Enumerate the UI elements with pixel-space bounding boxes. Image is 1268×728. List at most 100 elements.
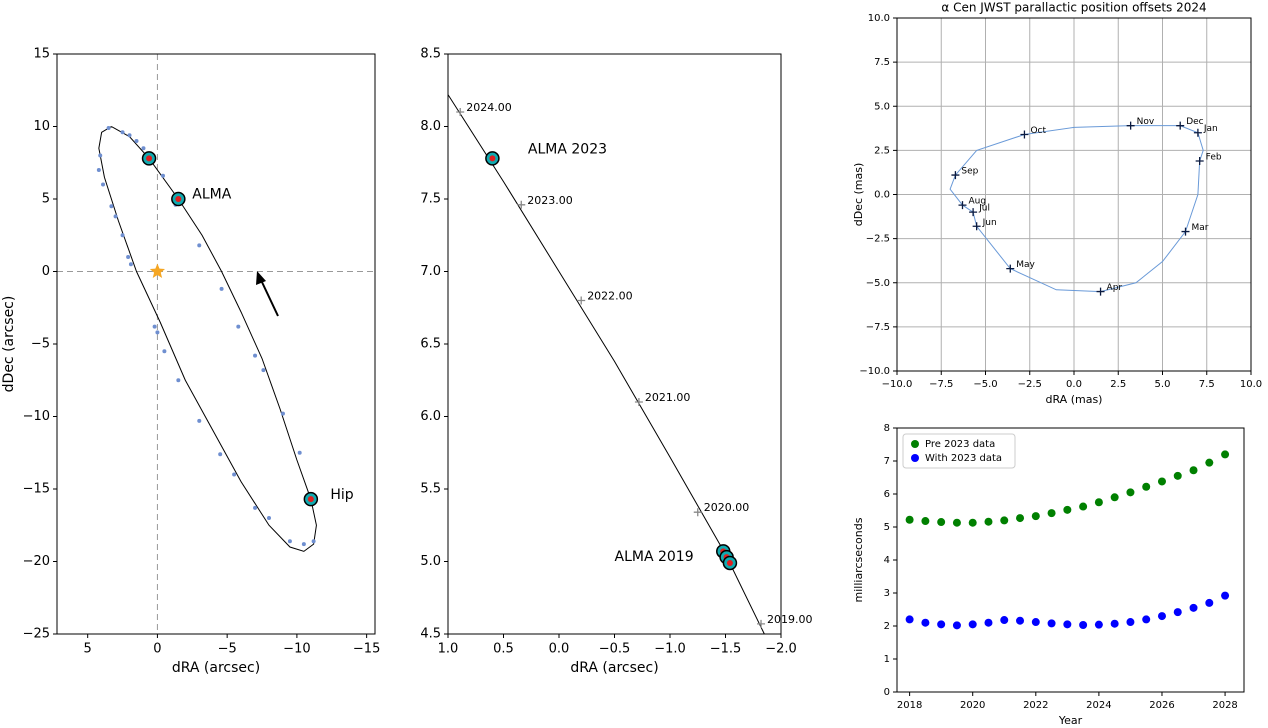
point	[984, 517, 993, 526]
point	[113, 214, 118, 219]
x-tick-label: 2022	[1023, 700, 1048, 711]
annotation: ALMA 2023	[528, 142, 607, 158]
plus-marker	[1020, 130, 1029, 139]
point	[1173, 471, 1182, 480]
legend-box	[902, 433, 1016, 469]
point-label: Mar	[1192, 223, 1209, 233]
point	[1063, 620, 1072, 629]
point	[197, 418, 202, 423]
ring-center	[146, 155, 153, 162]
y-tick-label: 7	[884, 456, 890, 467]
x-tick-label: −1.5	[710, 642, 742, 657]
x-tick-label: 0.5	[493, 642, 514, 657]
y-tick-label: −15	[23, 482, 50, 497]
y-tick-label: −20	[23, 554, 50, 569]
plus-marker	[456, 108, 465, 116]
point	[1142, 482, 1151, 491]
point	[1142, 615, 1151, 624]
axes-frame	[896, 17, 1252, 372]
point	[921, 517, 930, 526]
axes-frame	[896, 427, 1245, 693]
y-tick-label: 15	[33, 47, 50, 62]
legend-label: Pre 2023 data	[925, 439, 995, 450]
point	[1031, 512, 1040, 521]
point	[1016, 514, 1025, 523]
point	[109, 204, 114, 209]
point-label: Sep	[961, 167, 978, 177]
point	[921, 618, 930, 627]
x-tick-label: −1.0	[654, 642, 686, 657]
y-tick-label: −7.5	[866, 322, 890, 333]
y-axis-label: milliarcseconds	[852, 517, 865, 602]
y-axis-label: dDec (mas)	[852, 163, 865, 227]
axes: 1.0 0.5 0.0 −0.5 −1.0 −1.5 −2.0 4.5 5.0 5.5 6.0 6.5…	[420, 47, 796, 657]
point-label: Jul	[978, 204, 990, 214]
point	[120, 233, 125, 238]
point	[1189, 466, 1198, 475]
legend-label: With 2023 data	[925, 453, 1002, 464]
highlight-point	[303, 491, 319, 507]
plus-marker	[951, 171, 960, 180]
y-tick-label: 5.0	[874, 101, 890, 112]
star-marker	[149, 263, 166, 278]
plus-marker	[577, 296, 586, 305]
point-label: Apr	[1107, 283, 1123, 293]
point	[1047, 509, 1056, 518]
point	[1205, 458, 1214, 467]
x-tick-label: 10.0	[1240, 379, 1262, 390]
x-tick-label: 5	[84, 642, 92, 657]
point	[1000, 616, 1009, 625]
point-label: Oct	[1030, 126, 1046, 136]
chart-title: α Cen JWST parallactic position offsets …	[941, 1, 1206, 15]
x-axis-label: dRA (arcsec)	[570, 660, 658, 676]
point	[952, 621, 961, 630]
point	[1173, 608, 1182, 617]
point	[1047, 619, 1056, 628]
y-tick-label: 0	[42, 264, 50, 279]
point	[101, 182, 106, 187]
point	[1094, 620, 1103, 629]
y-tick-label: 5	[884, 522, 890, 533]
ring-center	[489, 155, 496, 162]
plus-marker	[1126, 121, 1135, 130]
x-tick-label: −5.0	[973, 379, 997, 390]
point-label: 2019.00	[767, 613, 813, 626]
y-tick-label: 5.0	[420, 554, 441, 569]
point	[155, 330, 160, 335]
x-axis-label: dRA (arcsec)	[172, 660, 260, 676]
point	[937, 620, 946, 629]
x-tick-label: −15	[353, 642, 380, 657]
x-tick-label: −2.5	[1018, 379, 1042, 390]
point-label: 2021.00	[645, 391, 691, 404]
motion-arrow	[256, 271, 279, 317]
point-label: Jan	[1203, 124, 1218, 134]
point	[261, 368, 266, 373]
point	[905, 515, 914, 524]
axes: 5 0 −5 −10 −15 −25 −20 −15 −10 −5 0 5 10 15	[23, 47, 381, 657]
y-tick-label: −5.0	[866, 278, 890, 289]
x-tick-label: −0.5	[599, 642, 631, 657]
plus-marker	[1195, 156, 1204, 165]
annotation: ALMA	[192, 187, 231, 203]
y-tick-label: 2.5	[874, 145, 890, 156]
x-tick-label: −10	[283, 642, 310, 657]
axes: 2018 2020 2022 2024 2026 2028 0 1 2 3 4 5 6 7 8	[884, 423, 1238, 711]
ring-center	[307, 496, 314, 503]
plot-area	[905, 450, 1230, 630]
y-tick-label: 5	[42, 192, 50, 207]
plus-marker	[1181, 227, 1190, 236]
arrow-shaft	[260, 279, 279, 317]
plot-area	[949, 121, 1204, 296]
x-tick-label: 2020	[960, 700, 985, 711]
point	[120, 130, 125, 135]
y-tick-label: 10	[33, 119, 50, 134]
x-tick-label: −10.0	[882, 379, 913, 390]
x-tick-label: 2028	[1212, 700, 1237, 711]
plus-marker	[969, 208, 978, 217]
point-label: Dec	[1186, 117, 1203, 127]
y-tick-label: −2.5	[866, 234, 890, 245]
y-tick-label: 2	[884, 621, 890, 632]
x-tick-label: 2024	[1086, 700, 1111, 711]
y-tick-label: 7.0	[420, 264, 441, 279]
